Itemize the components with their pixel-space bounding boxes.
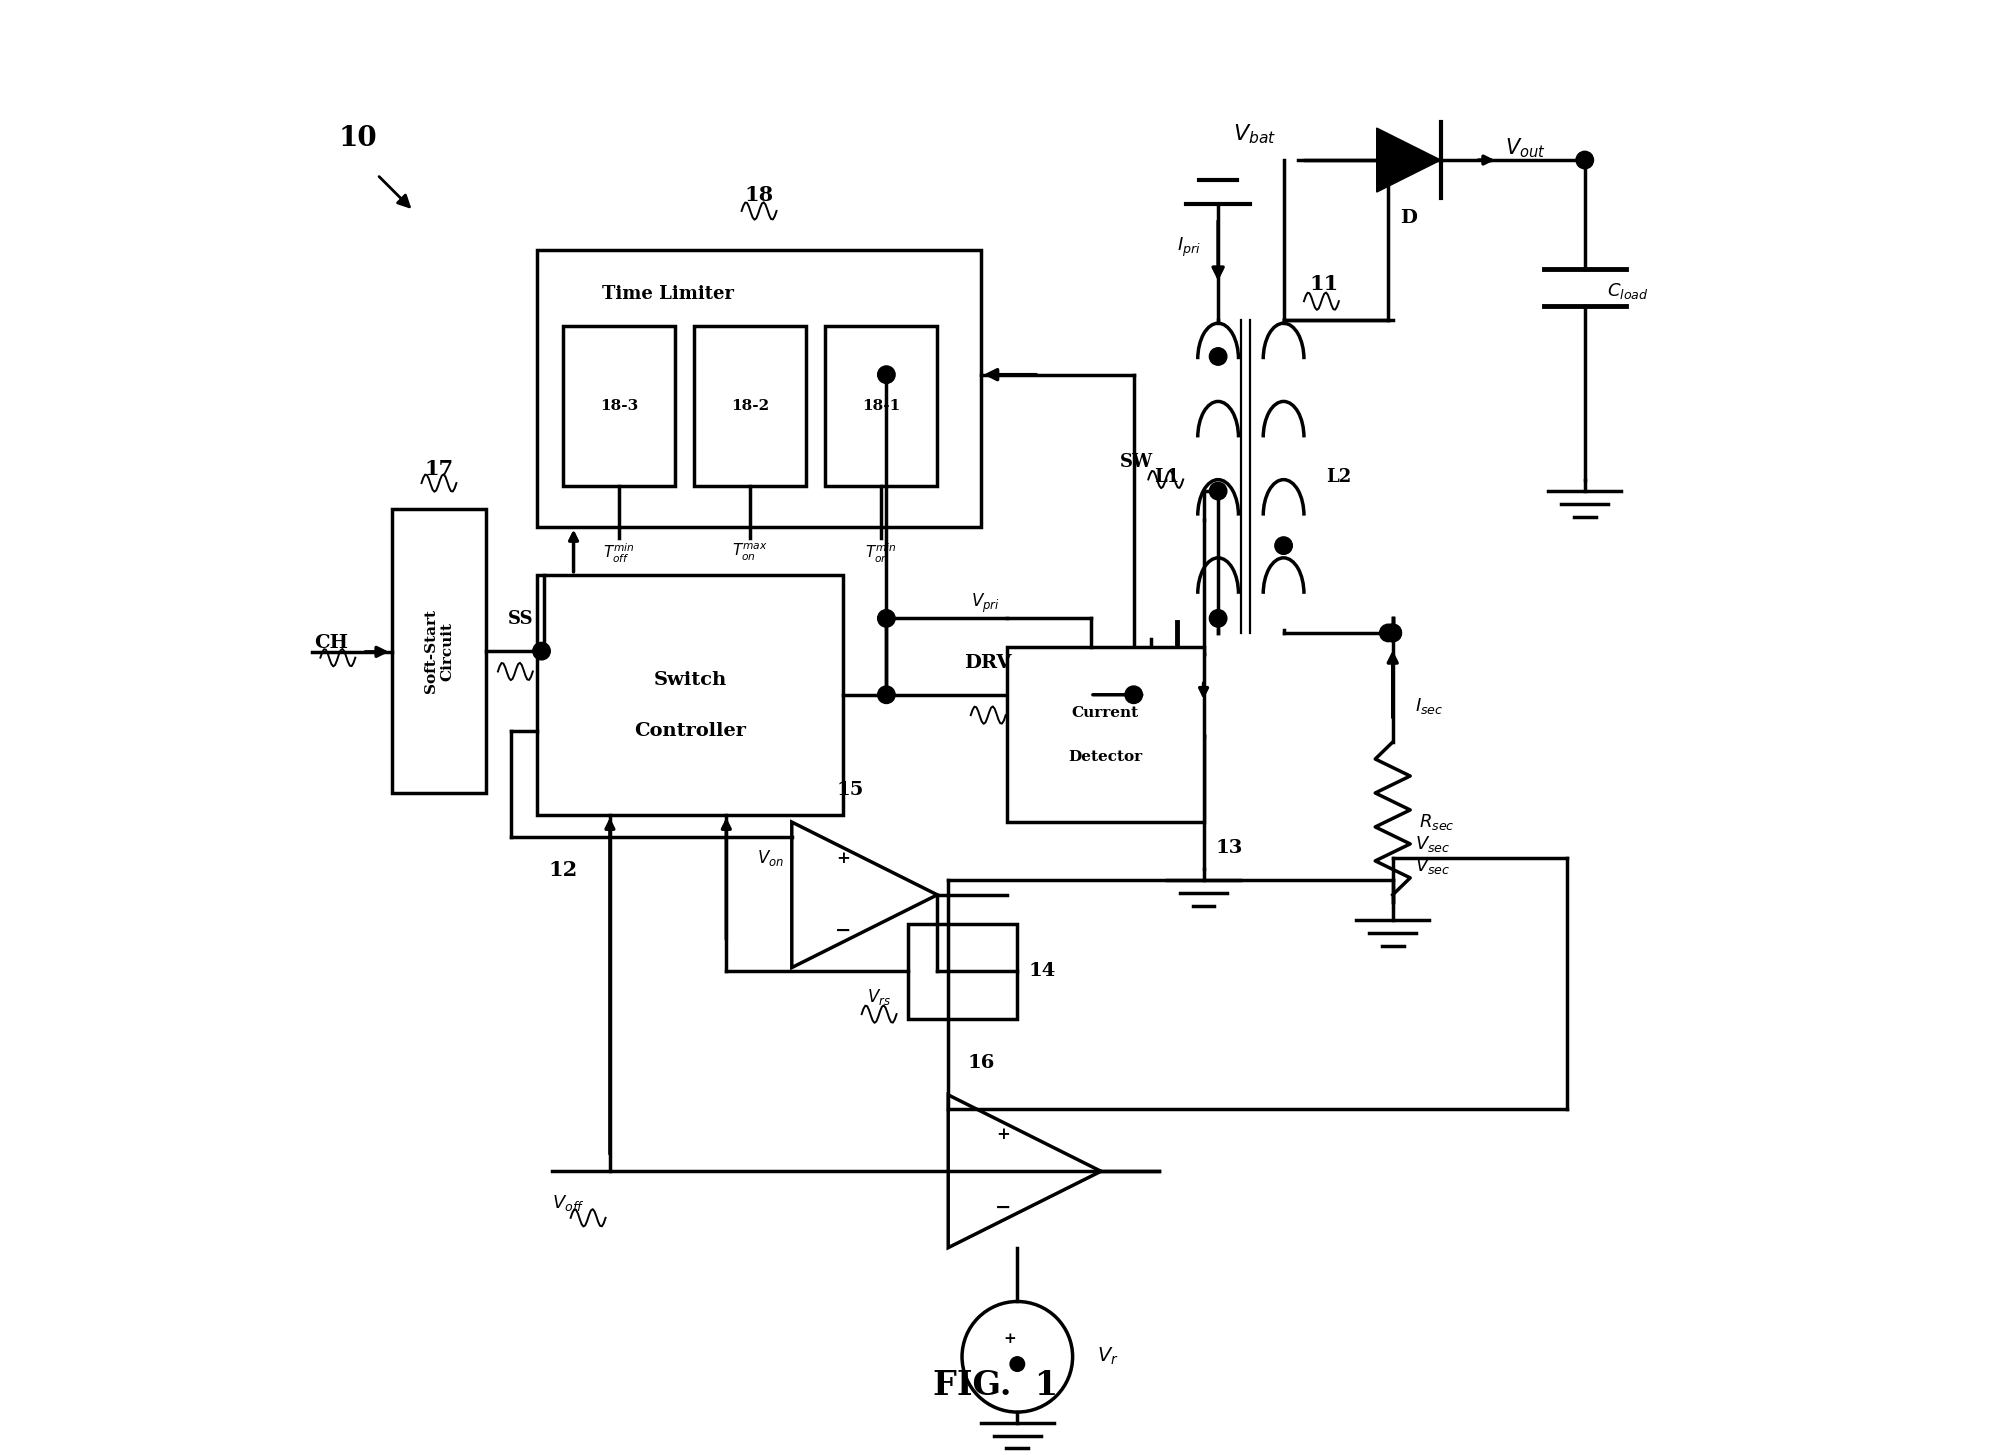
- Bar: [1007, 647, 1205, 822]
- Circle shape: [1009, 1356, 1025, 1371]
- Bar: [908, 924, 1017, 1018]
- Text: SW: SW: [1121, 453, 1153, 471]
- Circle shape: [1380, 624, 1398, 642]
- Text: CH: CH: [315, 634, 348, 652]
- Circle shape: [1209, 348, 1226, 365]
- Text: +: +: [996, 1126, 1009, 1144]
- Text: $T_{on}^{min}$: $T_{on}^{min}$: [866, 541, 898, 565]
- Text: $V_r$: $V_r$: [1097, 1346, 1119, 1368]
- Bar: [563, 326, 675, 486]
- Text: $R_{sec}$: $R_{sec}$: [1420, 812, 1455, 832]
- Polygon shape: [1376, 128, 1441, 192]
- Circle shape: [878, 610, 896, 627]
- Text: $T_{on}^{max}$: $T_{on}^{max}$: [733, 543, 769, 563]
- Circle shape: [878, 367, 896, 384]
- Text: 18-2: 18-2: [731, 399, 769, 413]
- Bar: [538, 250, 982, 527]
- Bar: [695, 326, 806, 486]
- Text: D: D: [1400, 210, 1418, 227]
- Text: SS: SS: [508, 610, 534, 629]
- Circle shape: [1274, 537, 1292, 554]
- Text: −: −: [834, 922, 850, 940]
- Text: $V_{pri}$: $V_{pri}$: [972, 592, 999, 615]
- Text: 18: 18: [745, 185, 774, 205]
- Text: $V_{sec}$: $V_{sec}$: [1414, 856, 1449, 876]
- Circle shape: [1384, 624, 1402, 642]
- Bar: [824, 326, 938, 486]
- Text: FIG.  1: FIG. 1: [934, 1369, 1057, 1401]
- Text: Switch: Switch: [653, 671, 727, 690]
- Text: +: +: [836, 850, 850, 867]
- Text: DRV: DRV: [964, 653, 1011, 672]
- Circle shape: [1384, 624, 1402, 642]
- Circle shape: [1125, 687, 1143, 704]
- Text: Current: Current: [1071, 706, 1139, 720]
- Text: $V_{sec}$: $V_{sec}$: [1414, 834, 1449, 854]
- Text: Time Limiter: Time Limiter: [601, 285, 735, 303]
- Text: 17: 17: [424, 458, 454, 479]
- Text: 11: 11: [1310, 274, 1340, 294]
- Text: $V_{on}$: $V_{on}$: [757, 848, 784, 869]
- Text: 13: 13: [1215, 840, 1242, 857]
- Text: +: +: [1003, 1333, 1017, 1346]
- Text: $T_{off}^{min}$: $T_{off}^{min}$: [603, 541, 635, 565]
- Circle shape: [1380, 151, 1398, 169]
- Text: L2: L2: [1326, 467, 1352, 486]
- Text: $I_{sec}$: $I_{sec}$: [1414, 695, 1443, 716]
- Text: Detector: Detector: [1069, 749, 1143, 764]
- Bar: [392, 509, 486, 793]
- Text: 15: 15: [836, 781, 864, 799]
- Text: 12: 12: [550, 860, 577, 880]
- Text: $V_{rs}$: $V_{rs}$: [868, 986, 892, 1007]
- Text: $I_{pri}$: $I_{pri}$: [1177, 236, 1201, 259]
- Text: 10: 10: [338, 125, 378, 151]
- Circle shape: [1209, 610, 1226, 627]
- Bar: [538, 575, 842, 815]
- Circle shape: [878, 687, 896, 704]
- Text: $V_{out}$: $V_{out}$: [1505, 137, 1545, 160]
- Text: Controller: Controller: [633, 722, 747, 741]
- Circle shape: [534, 643, 550, 661]
- Text: 14: 14: [1029, 962, 1055, 981]
- Text: $V_{bat}$: $V_{bat}$: [1232, 122, 1276, 146]
- Circle shape: [1577, 151, 1593, 169]
- Circle shape: [1209, 483, 1226, 501]
- Text: 16: 16: [968, 1053, 996, 1072]
- Text: L1: L1: [1155, 467, 1181, 486]
- Text: $C_{load}$: $C_{load}$: [1607, 281, 1649, 301]
- Text: Soft-Start
Circuit: Soft-Start Circuit: [424, 610, 454, 693]
- Text: −: −: [996, 1199, 1011, 1216]
- Text: $V_{off}$: $V_{off}$: [552, 1193, 583, 1213]
- Text: 18-3: 18-3: [599, 399, 639, 413]
- Text: 18-1: 18-1: [862, 399, 900, 413]
